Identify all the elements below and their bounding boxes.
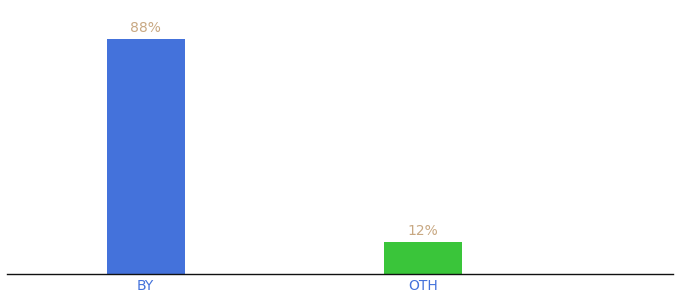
Bar [384,242,462,274]
Text: 12%: 12% [408,224,439,238]
Bar [107,39,184,274]
Text: 88%: 88% [131,21,161,35]
